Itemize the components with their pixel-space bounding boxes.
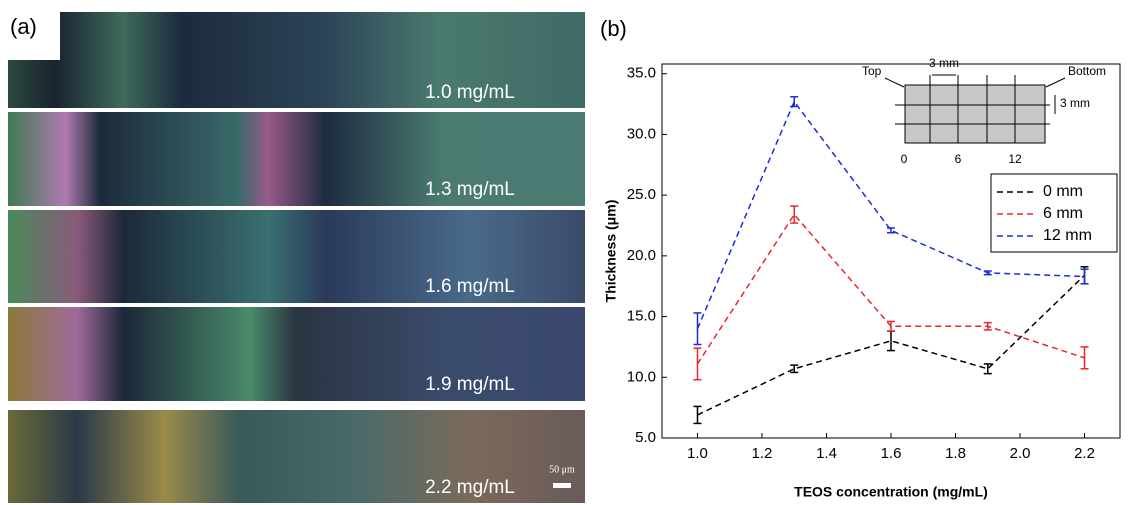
panel-a: (a) 50 μm 1.0 mg/mL 1.3 mg/mL 1.6 mg/mL 1.9…	[0, 0, 585, 503]
micrograph	[8, 12, 585, 108]
legend-label: 6 mm	[1043, 205, 1083, 222]
error-bar	[983, 321, 992, 331]
error-bar	[887, 320, 895, 332]
scale-bar	[553, 483, 571, 488]
x-axis-label: TEOS concentration (mg/mL)	[794, 484, 988, 500]
y-tick-label: 5.0	[635, 429, 656, 446]
error-bar	[693, 405, 702, 425]
strip-label: 2.2 mg/mL	[425, 477, 515, 498]
micrograph	[8, 210, 585, 303]
error-bar	[983, 270, 992, 276]
error-bar	[1080, 346, 1089, 370]
x-tick-label: 1.0	[687, 445, 708, 462]
scale-bar-label: 50 μm	[549, 464, 575, 475]
inset-label: 3 mm	[929, 56, 959, 70]
error-bar	[887, 227, 895, 234]
series-line	[697, 274, 1086, 416]
y-tick-label: 30.0	[627, 125, 656, 142]
series-line	[696, 100, 1085, 330]
legend-label: 0 mm	[1043, 183, 1083, 200]
error-bar	[1080, 268, 1089, 285]
micrograph	[8, 112, 585, 206]
inset-sample	[904, 84, 1046, 144]
error-bar	[693, 312, 702, 346]
legend-label: 12 mm	[1043, 227, 1092, 244]
strip-label: 1.0 mg/mL	[425, 82, 515, 103]
y-tick-label: 10.0	[627, 368, 656, 385]
x-tick-label: 1.6	[881, 445, 902, 462]
inset-label: Top	[862, 64, 882, 78]
inset-label: 6	[955, 152, 962, 166]
inset-label: 3 mm	[1060, 96, 1090, 110]
error-bar	[790, 205, 799, 224]
x-tick-label: 2.0	[1010, 445, 1031, 462]
error-bar	[790, 96, 799, 108]
strip-label: 1.6 mg/mL	[425, 276, 515, 297]
inset-label: Bottom	[1068, 64, 1106, 78]
micrograph	[8, 307, 585, 401]
strip-label: 1.3 mg/mL	[425, 179, 515, 200]
error-bar	[693, 347, 702, 381]
inset-label: 12	[1008, 152, 1022, 166]
x-tick-label: 1.2	[752, 445, 773, 462]
inset-arrow	[1045, 77, 1066, 88]
x-tick-label: 2.2	[1074, 445, 1095, 462]
strip-label: 1.9 mg/mL	[425, 374, 515, 395]
error-bar	[790, 364, 799, 374]
x-tick-label: 1.4	[816, 445, 837, 462]
label-box	[0, 0, 60, 60]
error-bar	[887, 330, 895, 352]
error-bar	[983, 363, 992, 375]
panel-label: (b)	[600, 16, 627, 41]
panel-label: (a)	[10, 14, 37, 39]
x-tick-label: 1.8	[945, 445, 966, 462]
y-axis-label: Thickness (μm)	[603, 200, 619, 303]
inset-arrow	[884, 77, 905, 88]
y-tick-label: 35.0	[627, 65, 656, 82]
y-tick-label: 25.0	[627, 186, 656, 203]
legend-box	[990, 173, 1118, 253]
inset: Top Bottom 3 mm 3 mm 0 6 12	[862, 56, 1106, 166]
y-tick-label: 20.0	[627, 247, 656, 264]
inset-label: 0	[901, 152, 908, 166]
y-tick-label: 15.0	[627, 308, 656, 325]
micrograph	[8, 410, 585, 503]
